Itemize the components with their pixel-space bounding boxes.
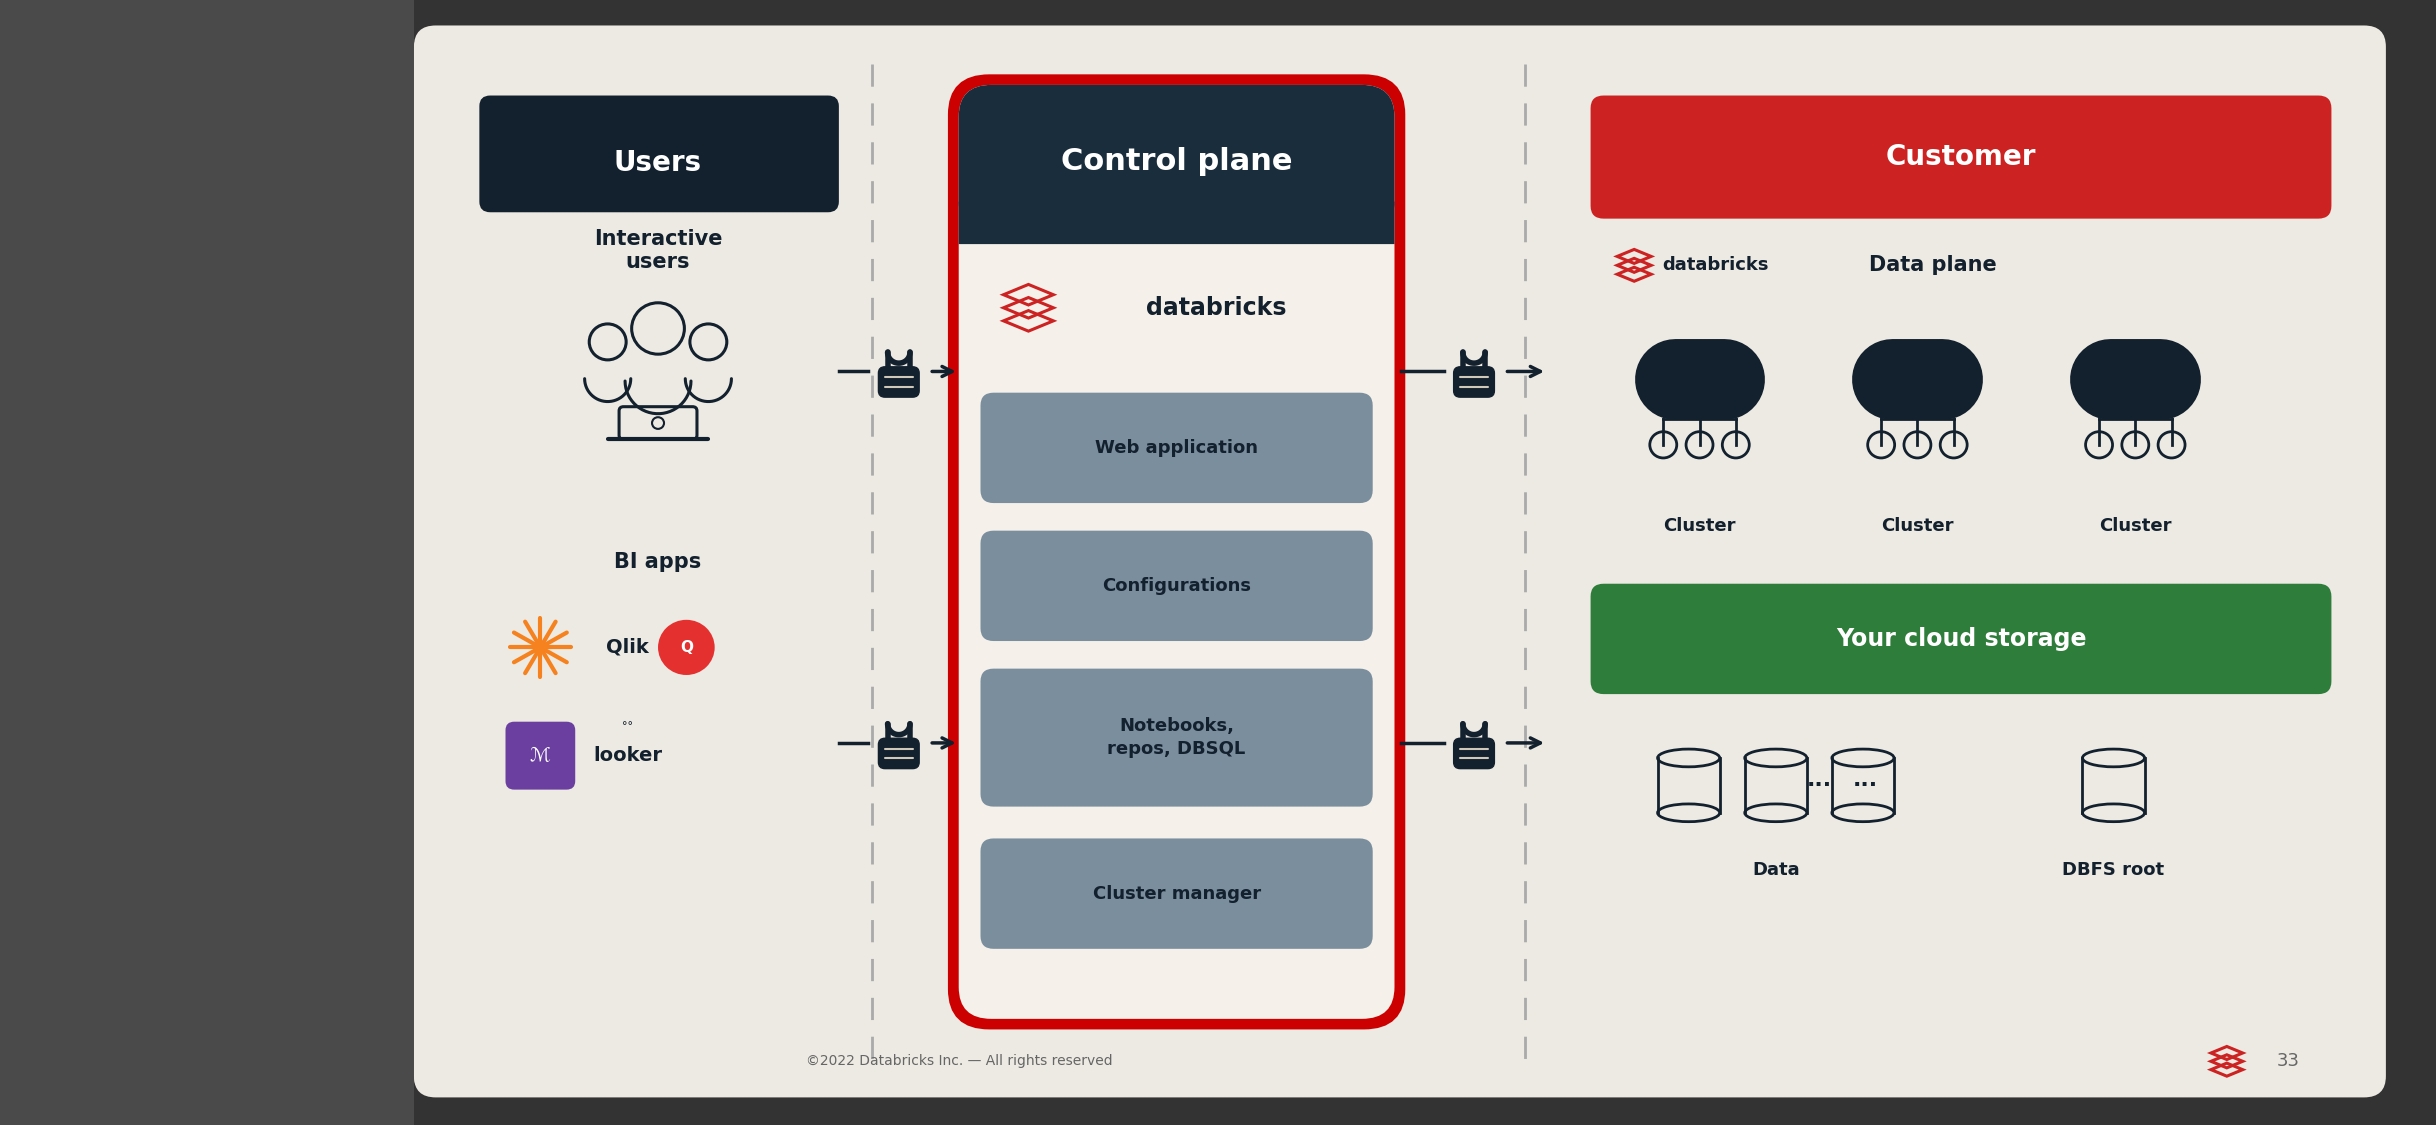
Text: Web application: Web application bbox=[1096, 439, 1257, 457]
FancyBboxPatch shape bbox=[950, 76, 1403, 1027]
FancyBboxPatch shape bbox=[879, 367, 918, 397]
Text: Data: Data bbox=[1751, 862, 1800, 880]
Text: BI apps: BI apps bbox=[614, 552, 702, 573]
FancyBboxPatch shape bbox=[1454, 367, 1493, 397]
Text: Notebooks,
repos, DBSQL: Notebooks, repos, DBSQL bbox=[1108, 717, 1245, 758]
FancyBboxPatch shape bbox=[960, 84, 1393, 1019]
FancyBboxPatch shape bbox=[960, 84, 1393, 234]
Text: ℳ: ℳ bbox=[531, 746, 551, 765]
FancyBboxPatch shape bbox=[982, 838, 1374, 948]
Text: Your cloud storage: Your cloud storage bbox=[1837, 627, 2085, 651]
Text: ©2022 Databricks Inc. — All rights reserved: ©2022 Databricks Inc. — All rights reser… bbox=[806, 1054, 1113, 1069]
Circle shape bbox=[658, 620, 714, 675]
Text: Data plane: Data plane bbox=[1868, 255, 1998, 276]
FancyBboxPatch shape bbox=[1591, 584, 2331, 694]
Text: Q: Q bbox=[680, 640, 692, 655]
FancyBboxPatch shape bbox=[982, 393, 1374, 503]
Text: Qlik: Qlik bbox=[607, 638, 648, 657]
Text: Interactive
users: Interactive users bbox=[594, 228, 723, 272]
FancyBboxPatch shape bbox=[879, 738, 918, 768]
FancyBboxPatch shape bbox=[1591, 96, 2331, 218]
Text: Cluster: Cluster bbox=[1664, 518, 1737, 536]
Text: DBFS root: DBFS root bbox=[2063, 862, 2166, 880]
Text: Configurations: Configurations bbox=[1101, 577, 1252, 595]
Text: 33: 33 bbox=[2275, 1052, 2300, 1070]
FancyBboxPatch shape bbox=[414, 32, 2375, 1094]
FancyBboxPatch shape bbox=[982, 668, 1374, 807]
Text: databricks: databricks bbox=[1661, 256, 1769, 274]
Text: °°: °° bbox=[621, 721, 633, 731]
FancyBboxPatch shape bbox=[480, 96, 838, 213]
FancyBboxPatch shape bbox=[982, 531, 1374, 641]
Text: Control plane: Control plane bbox=[1060, 147, 1294, 176]
Text: Customer: Customer bbox=[1885, 143, 2036, 171]
Text: Users: Users bbox=[614, 150, 702, 178]
FancyBboxPatch shape bbox=[1454, 738, 1493, 768]
Text: ···: ··· bbox=[1851, 775, 1878, 795]
Text: Cluster manager: Cluster manager bbox=[1091, 884, 1262, 902]
FancyBboxPatch shape bbox=[414, 26, 2385, 1097]
FancyBboxPatch shape bbox=[507, 722, 575, 790]
Text: looker: looker bbox=[592, 746, 663, 765]
Text: databricks: databricks bbox=[1145, 296, 1286, 319]
Text: Cluster: Cluster bbox=[1881, 518, 1954, 536]
Bar bbox=[0, 0, 414, 1125]
FancyBboxPatch shape bbox=[960, 201, 1393, 244]
Text: Cluster: Cluster bbox=[2100, 518, 2170, 536]
Text: ···: ··· bbox=[1808, 775, 1832, 795]
